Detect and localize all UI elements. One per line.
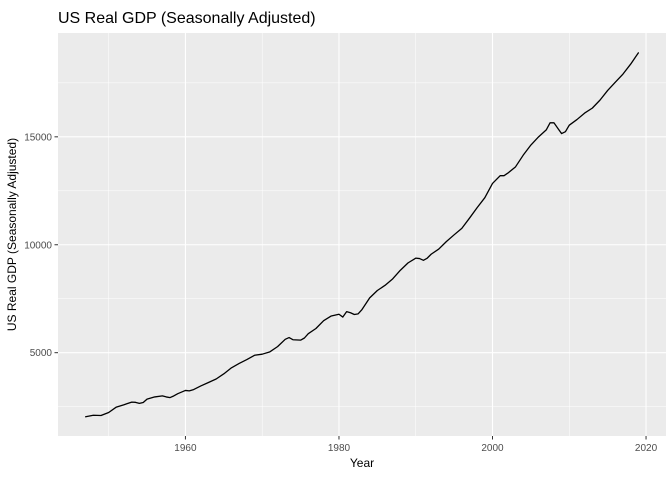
plot-panel — [58, 33, 666, 436]
x-tick-label: 1980 — [328, 443, 351, 454]
x-tick-label: 2000 — [481, 443, 504, 454]
major-gridlines — [58, 33, 666, 436]
y-tick-label: 5000 — [30, 348, 53, 359]
minor-gridlines — [58, 33, 666, 436]
gdp-series-line — [84, 52, 640, 418]
x-axis: 1960 1980 2000 2020 — [174, 436, 658, 454]
y-axis-title: US Real GDP (Seasonally Adjusted) — [5, 138, 19, 331]
y-tick-label: 10000 — [24, 240, 52, 251]
x-tick-label: 2020 — [635, 443, 658, 454]
y-axis: 5000 10000 15000 — [24, 132, 58, 359]
y-tick-label: 15000 — [24, 132, 52, 143]
x-axis-title: Year — [350, 456, 374, 470]
x-tick-label: 1960 — [174, 443, 197, 454]
chart-title: US Real GDP (Seasonally Adjusted) — [58, 10, 316, 27]
